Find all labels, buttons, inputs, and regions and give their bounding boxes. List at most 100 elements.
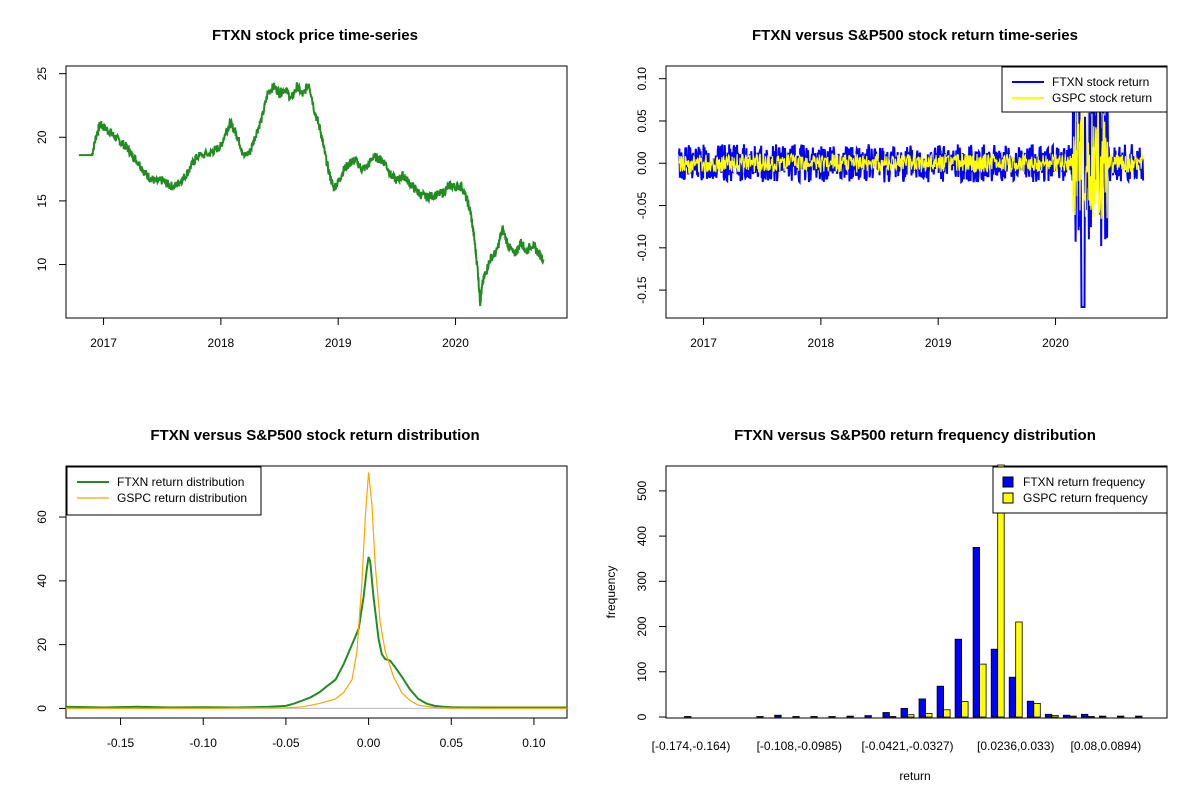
x-tick-label: [-0.108,-0.0985) <box>757 739 842 753</box>
bar-ftxn <box>828 716 836 718</box>
y-tick-label: 0.00 <box>635 151 649 175</box>
x-tick-label: 2017 <box>90 336 117 350</box>
bar-gspc <box>889 716 897 718</box>
bar-ftxn <box>864 715 872 718</box>
x-tick-label: [0.0236,0.033) <box>977 739 1054 753</box>
legend-label: FTXN stock return <box>1052 75 1149 89</box>
panel-price-timeseries: FTXN stock price time-series 2017 2018 201… <box>35 27 568 350</box>
bar-ftxn <box>1117 715 1125 718</box>
x-tick-label: 0.10 <box>522 736 546 750</box>
x-tick-label: 2017 <box>690 336 717 350</box>
x-tick-label: -0.10 <box>190 736 218 750</box>
legend-box <box>1001 66 1168 113</box>
x-tick-label: [-0.0421,-0.0327) <box>861 739 953 753</box>
bar-ftxn <box>1081 713 1089 718</box>
bar-gspc <box>961 701 969 718</box>
series-line-gspc-density <box>66 472 567 710</box>
y-axis-label: frequency <box>604 566 618 619</box>
bar-gspc <box>907 714 915 718</box>
bar-ftxn <box>954 638 962 718</box>
series-line-ftxn-density <box>65 556 567 709</box>
x-axis-label: return <box>899 769 930 783</box>
x-tick-label: -0.05 <box>272 736 300 750</box>
bar-ftxn <box>918 698 926 718</box>
legend-label: GSPC return distribution <box>117 491 247 505</box>
y-tick-label: -0.10 <box>635 234 649 262</box>
x-tick-label: 2018 <box>208 336 235 350</box>
chart-title: FTXN stock price time-series <box>212 27 418 44</box>
plot-area <box>665 65 1168 319</box>
x-tick-label: [-0.174,-0.164) <box>652 739 731 753</box>
x-tick-label: [0.08,0.0894) <box>1071 739 1142 753</box>
bar-gspc <box>997 464 1005 718</box>
bar-ftxn <box>1099 715 1107 718</box>
bar-ftxn <box>1135 715 1143 718</box>
bar-gspc <box>979 663 987 718</box>
x-tick-label: 2018 <box>808 336 835 350</box>
bar-ftxn <box>990 648 999 718</box>
y-tick-label: 60 <box>35 510 49 524</box>
legend-swatch <box>1002 476 1014 488</box>
y-tick-label: 20 <box>35 638 49 652</box>
plot-area <box>65 465 568 719</box>
legend-swatch <box>1002 492 1014 504</box>
y-tick-label: 0.05 <box>635 109 649 133</box>
panel-return-frequency: FTXN versus S&P500 return frequency dist… <box>604 427 1168 783</box>
bar-ftxn <box>882 712 890 718</box>
bar-ftxn <box>774 714 782 718</box>
y-tick-label: 100 <box>635 661 649 681</box>
plot-area <box>65 65 568 319</box>
y-tick-label: 25 <box>35 67 49 81</box>
bar-ftxn <box>1008 676 1017 718</box>
x-tick-label: 2019 <box>925 336 952 350</box>
bar-ftxn <box>810 716 818 718</box>
series-line-ftxn-price <box>78 82 545 307</box>
x-tick-label: 2020 <box>1042 336 1069 350</box>
y-tick-label: 10 <box>35 258 49 272</box>
chart-title: FTXN versus S&P500 stock return time-ser… <box>752 27 1078 44</box>
legend-box <box>992 466 1168 514</box>
y-tick-label: 15 <box>35 194 49 208</box>
bar-ftxn <box>936 685 944 718</box>
y-tick-label: -0.05 <box>635 192 649 220</box>
x-tick-label: 0.00 <box>357 736 381 750</box>
bar-ftxn <box>792 716 800 718</box>
bar-gspc <box>1051 715 1059 718</box>
y-tick-label: 40 <box>35 574 49 588</box>
bar-ftxn <box>684 716 692 718</box>
plot-area <box>665 465 1168 719</box>
bar-ftxn <box>1044 713 1053 718</box>
bar-gspc <box>943 709 951 718</box>
y-tick-label: 0 <box>35 705 49 712</box>
legend-label: FTXN return frequency <box>1023 475 1145 489</box>
series-line-gspc-return <box>678 107 1144 219</box>
bar-gspc <box>1069 715 1077 718</box>
y-tick-label: 0 <box>635 713 649 720</box>
bar-ftxn <box>900 708 908 718</box>
legend-label: FTXN return distribution <box>117 475 244 489</box>
panel-return-timeseries: FTXN versus S&P500 stock return time-ser… <box>635 27 1168 350</box>
bar-gspc <box>925 713 933 718</box>
panel-return-distribution: FTXN versus S&P500 stock return distribu… <box>35 427 568 750</box>
y-tick-label: 200 <box>635 616 649 636</box>
legend-label: GSPC return frequency <box>1023 491 1148 505</box>
bar-gspc <box>1087 716 1095 718</box>
bar-gspc <box>1033 703 1041 718</box>
bar-ftxn <box>846 715 854 718</box>
legend-label: GSPC stock return <box>1052 91 1152 105</box>
bar-gspc <box>1015 621 1023 718</box>
bar-ftxn <box>1026 700 1035 718</box>
y-tick-label: 300 <box>635 571 649 591</box>
x-tick-label: 2020 <box>442 336 469 350</box>
bar-ftxn <box>972 547 980 718</box>
legend-box <box>66 466 262 516</box>
chart-title: FTXN versus S&P500 stock return distribu… <box>150 427 479 444</box>
bar-ftxn <box>1062 714 1071 718</box>
x-tick-label: 2019 <box>325 336 352 350</box>
bar-ftxn <box>756 716 764 718</box>
x-tick-label: 0.05 <box>440 736 464 750</box>
y-tick-label: -0.15 <box>635 276 649 304</box>
x-tick-label: -0.15 <box>107 736 135 750</box>
y-tick-label: 400 <box>635 526 649 546</box>
